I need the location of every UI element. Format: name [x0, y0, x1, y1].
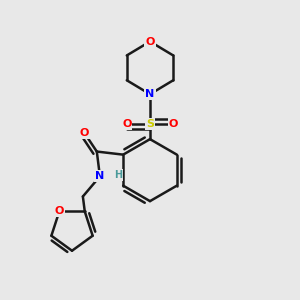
Text: O: O: [80, 128, 89, 138]
Text: H: H: [114, 170, 123, 180]
Text: O: O: [145, 37, 155, 46]
Text: O: O: [169, 119, 178, 129]
Text: S: S: [146, 119, 154, 129]
Text: O: O: [55, 206, 64, 217]
Text: O: O: [122, 119, 131, 129]
Text: N: N: [95, 171, 104, 181]
Text: N: N: [146, 89, 154, 99]
